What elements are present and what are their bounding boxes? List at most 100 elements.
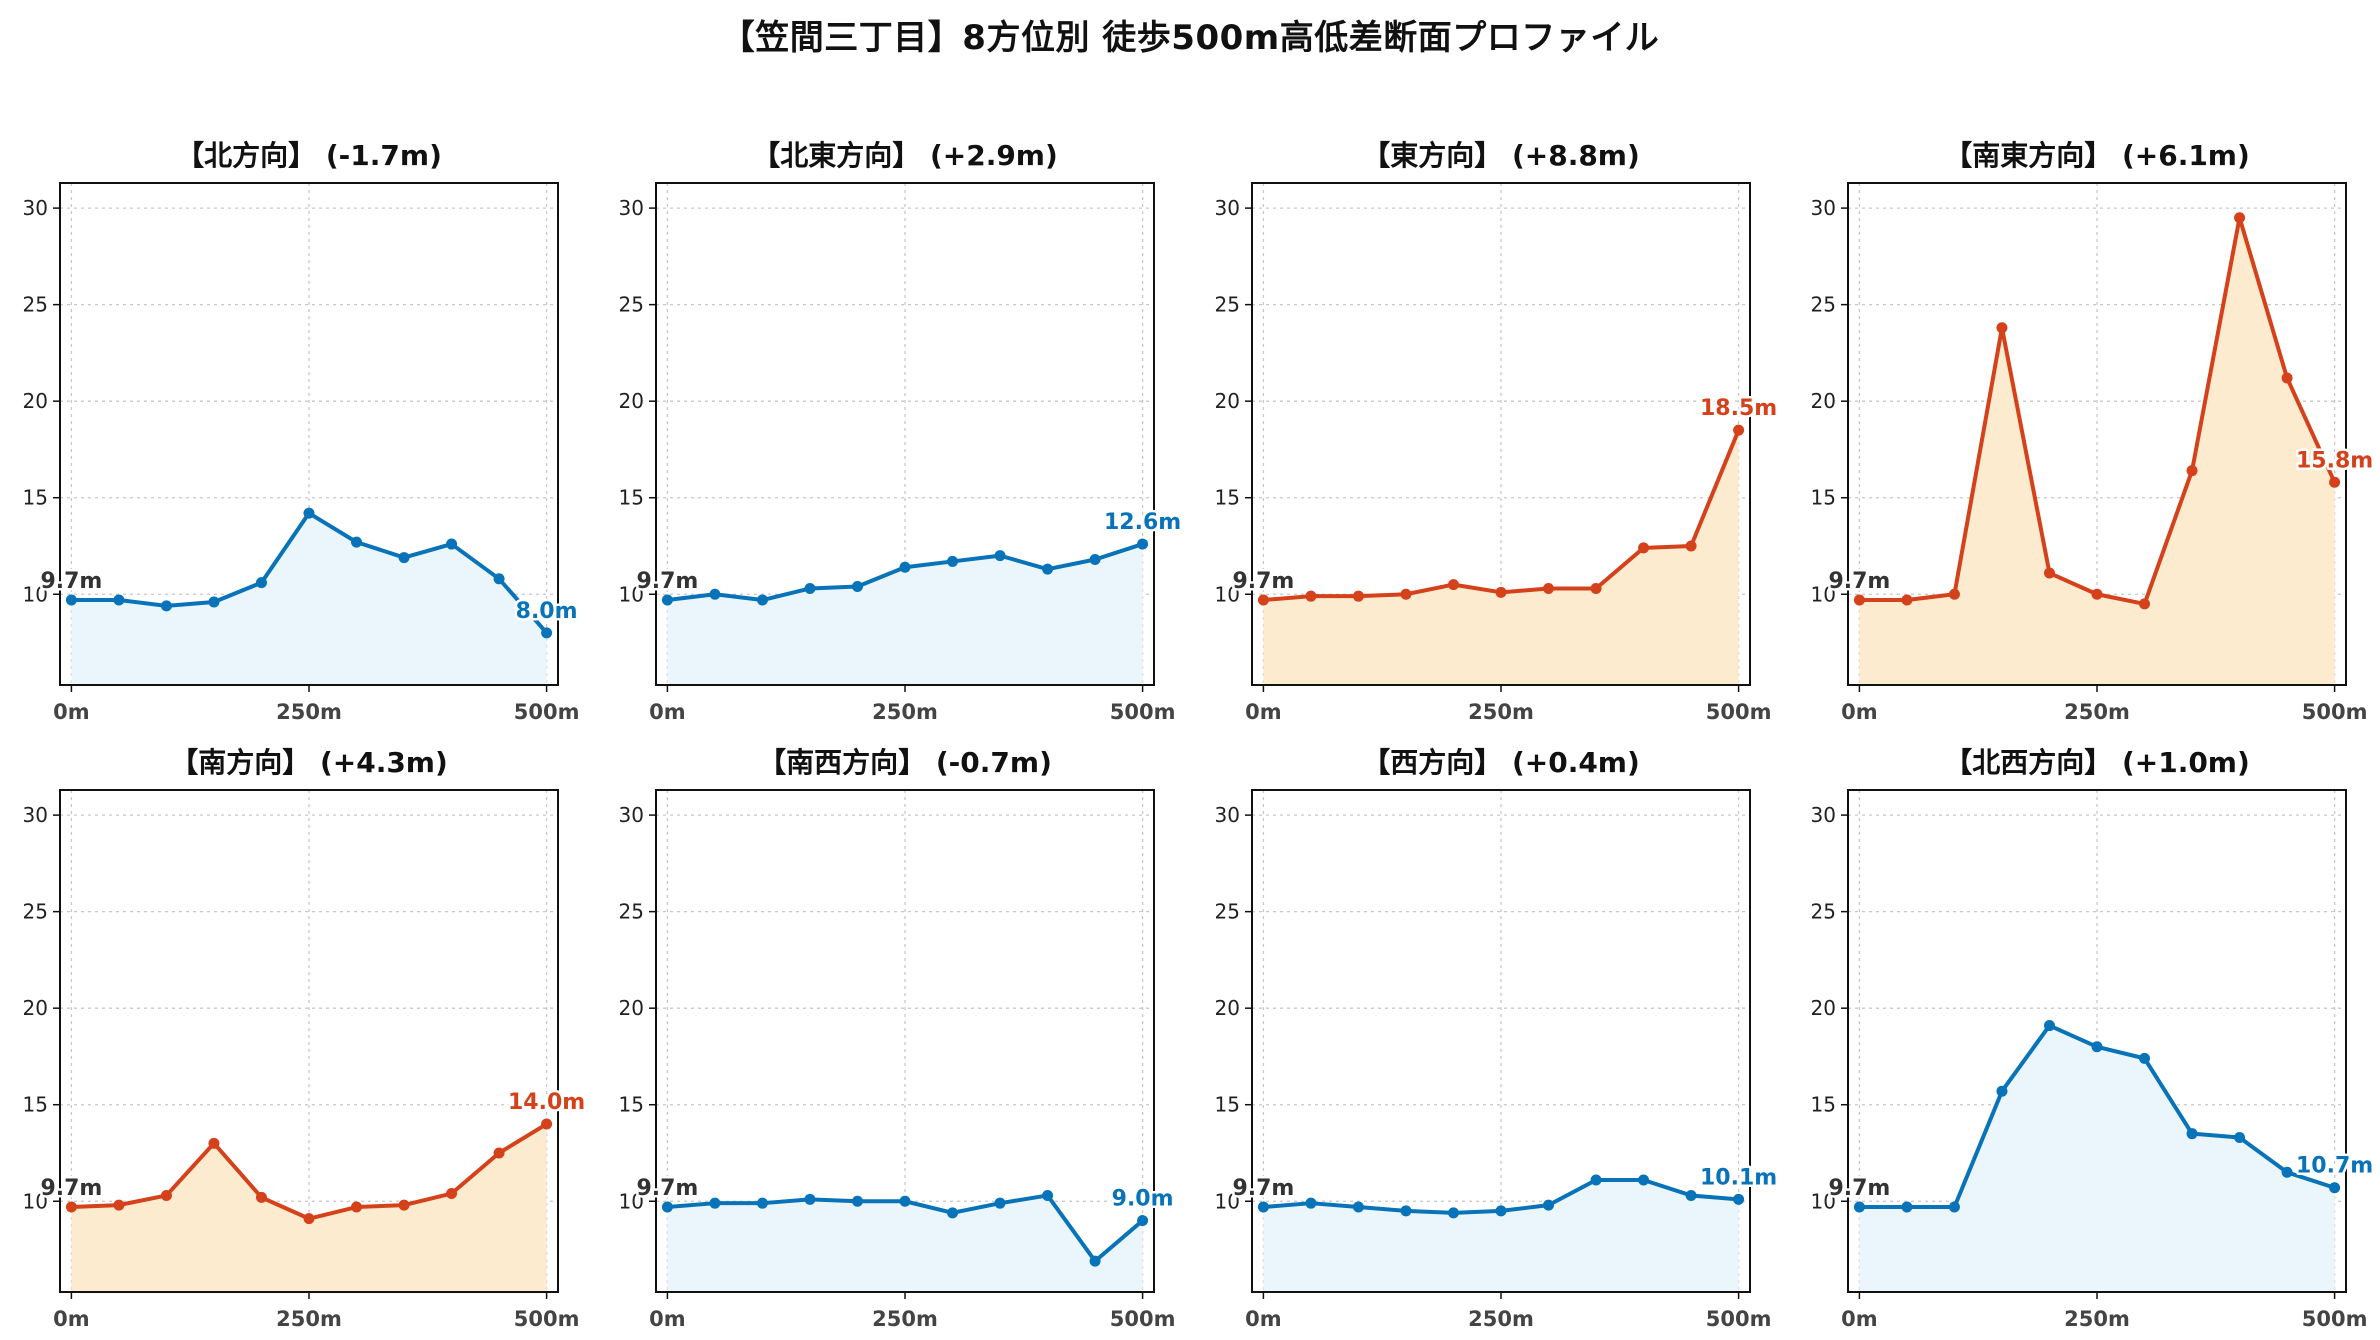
y-tick-label: 20 [23, 996, 48, 1020]
data-point [351, 536, 363, 548]
y-tick-label: 15 [619, 486, 644, 510]
y-tick-label: 15 [1215, 1093, 1240, 1117]
data-point [351, 1201, 363, 1213]
data-point [1400, 1205, 1412, 1217]
end-elevation-label: 10.7m [2296, 1154, 2373, 1179]
y-tick-label: 15 [1215, 486, 1240, 510]
y-tick-label: 20 [1811, 996, 1836, 1020]
y-tick-label: 25 [1811, 900, 1836, 924]
start-elevation-label: 9.7m [1828, 569, 1890, 594]
x-tick-label: 250m [1468, 1307, 1534, 1331]
data-point [756, 1197, 768, 1209]
x-tick-label: 250m [276, 1307, 342, 1331]
data-point [398, 552, 410, 564]
data-point [1352, 1201, 1364, 1213]
data-point [804, 1193, 816, 1205]
x-tick-label: 0m [1841, 1307, 1878, 1331]
elevation-area [1859, 217, 2335, 685]
end-elevation-label: 8.0m [516, 599, 578, 624]
data-point [2043, 1020, 2055, 1032]
data-point [1543, 1199, 1555, 1211]
data-point [2281, 372, 2293, 384]
data-point [851, 1195, 863, 1207]
start-elevation-label: 9.7m [636, 569, 698, 594]
data-point [446, 538, 458, 550]
x-tick-label: 250m [276, 700, 342, 724]
y-tick-label: 25 [1811, 293, 1836, 317]
data-point [1948, 588, 1960, 600]
y-tick-label: 20 [1215, 996, 1240, 1020]
data-point [208, 596, 220, 608]
data-point [1685, 540, 1697, 552]
data-point [541, 1118, 553, 1130]
y-tick-label: 25 [1215, 293, 1240, 317]
y-tick-label: 10 [619, 582, 644, 606]
x-tick-label: 500m [1706, 700, 1772, 724]
y-tick-label: 20 [23, 389, 48, 413]
x-tick-label: 250m [2064, 1307, 2130, 1331]
data-point [1685, 1189, 1697, 1201]
end-elevation-label: 12.6m [1104, 510, 1181, 535]
subplot-7: 【北西方向】 (+1.0m) 10 15 20 25 30 0m 250m 500m 9.7m 10… [1811, 746, 2376, 1331]
elevation-area [71, 1124, 547, 1292]
subplot-0: 【北方向】 (-1.7m) 10 15 20 25 30 0m 250m 500m 9.7m 8.0… [23, 139, 581, 724]
data-point [1305, 1197, 1317, 1209]
y-tick-label: 10 [23, 1189, 48, 1213]
elevation-area [1263, 1180, 1739, 1292]
x-tick-label: 500m [1110, 1307, 1176, 1331]
y-tick-label: 25 [23, 900, 48, 924]
y-tick-label: 15 [1811, 486, 1836, 510]
y-tick-label: 20 [619, 389, 644, 413]
subplot-title: 【東方向】 (+8.8m) [1362, 139, 1640, 172]
y-tick-label: 20 [619, 996, 644, 1020]
data-point [1305, 590, 1317, 602]
data-point [160, 600, 172, 612]
data-point [1447, 579, 1459, 591]
data-point [493, 573, 505, 585]
subplot-title: 【南東方向】 (+6.1m) [1944, 139, 2250, 172]
data-point [2139, 1052, 2151, 1064]
data-point [1137, 1215, 1149, 1227]
elevation-area [71, 513, 547, 685]
data-point [1853, 594, 1865, 606]
y-tick-label: 20 [1215, 389, 1240, 413]
x-tick-label: 0m [53, 1307, 90, 1331]
y-tick-label: 10 [1811, 1189, 1836, 1213]
end-elevation-label: 15.8m [2296, 448, 2373, 473]
data-point [1137, 538, 1149, 550]
elevation-area [1263, 430, 1739, 685]
end-elevation-label: 18.5m [1700, 396, 1777, 421]
y-tick-label: 15 [1811, 1093, 1836, 1117]
data-point [1996, 1085, 2008, 1097]
data-point [899, 1195, 911, 1207]
data-point [446, 1188, 458, 1200]
y-tick-label: 30 [1215, 803, 1240, 827]
data-point [1901, 1201, 1913, 1213]
y-tick-label: 20 [1811, 389, 1836, 413]
data-point [2186, 1128, 2198, 1140]
data-point [1733, 424, 1745, 436]
y-tick-label: 15 [619, 1093, 644, 1117]
subplot-title: 【北方向】 (-1.7m) [176, 139, 442, 172]
y-tick-label: 25 [23, 293, 48, 317]
elevation-area [1859, 1025, 2335, 1292]
x-tick-label: 500m [1110, 700, 1176, 724]
end-elevation-label: 10.1m [1700, 1165, 1777, 1190]
data-point [160, 1189, 172, 1201]
elevation-area [667, 544, 1143, 685]
x-tick-label: 0m [649, 700, 686, 724]
y-tick-label: 15 [23, 1093, 48, 1117]
x-tick-label: 250m [872, 700, 938, 724]
data-point [1495, 1205, 1507, 1217]
y-tick-label: 15 [23, 486, 48, 510]
y-tick-label: 10 [619, 1189, 644, 1213]
data-point [1638, 542, 1650, 554]
x-tick-label: 250m [872, 1307, 938, 1331]
y-tick-label: 30 [1811, 803, 1836, 827]
data-point [661, 1201, 673, 1213]
data-point [208, 1137, 220, 1149]
data-point [1948, 1201, 1960, 1213]
data-point [804, 582, 816, 594]
data-point [1590, 582, 1602, 594]
data-point [851, 581, 863, 593]
